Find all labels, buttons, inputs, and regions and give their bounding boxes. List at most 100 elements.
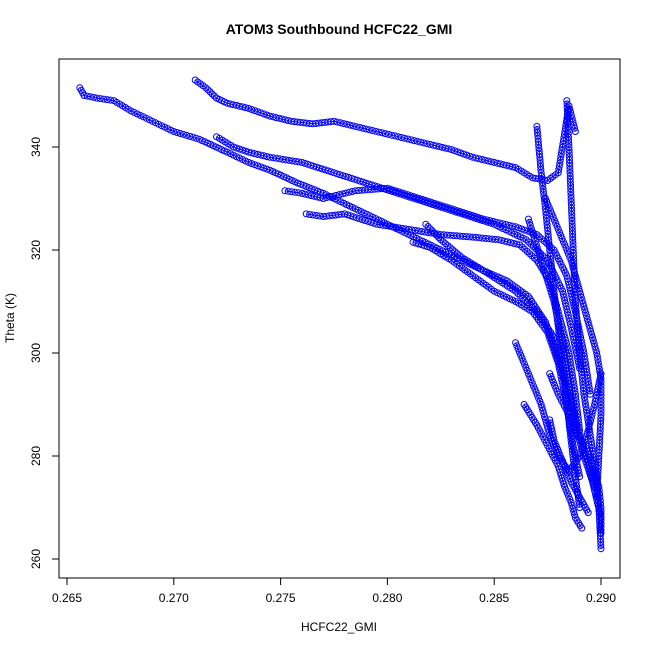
data-point	[183, 131, 191, 139]
data-point	[356, 123, 364, 131]
data-point	[563, 367, 571, 375]
data-point	[528, 379, 536, 387]
data-point	[546, 335, 554, 343]
data-point	[397, 134, 405, 141]
data-point	[569, 505, 577, 512]
data-point	[480, 215, 487, 223]
data-point	[561, 241, 569, 249]
data-point	[571, 288, 579, 296]
data-point	[565, 250, 572, 258]
data-point	[537, 169, 545, 177]
data-point	[589, 334, 596, 342]
data-point	[557, 153, 565, 161]
data-point	[559, 137, 567, 145]
data-point	[568, 399, 576, 407]
data-point	[556, 229, 564, 236]
data-point	[565, 377, 572, 385]
data-point	[562, 244, 570, 252]
data-point	[597, 542, 605, 549]
data-point	[523, 367, 531, 374]
data-point	[544, 279, 552, 286]
data-point	[556, 159, 564, 167]
data-point	[176, 130, 184, 137]
data-point	[587, 413, 595, 421]
data-point	[583, 368, 591, 376]
data-point	[107, 96, 115, 104]
data-point	[422, 220, 430, 228]
data-point	[582, 309, 590, 317]
data-point	[80, 92, 88, 99]
data-point	[444, 145, 452, 153]
data-point	[550, 343, 558, 351]
data-point	[563, 343, 571, 351]
data-point	[537, 256, 545, 264]
data-point	[526, 250, 534, 258]
data-point	[535, 394, 543, 402]
data-point	[546, 331, 554, 338]
data-point	[567, 437, 575, 445]
data-point	[545, 327, 553, 335]
data-point	[295, 189, 302, 197]
data-point	[596, 373, 604, 381]
data-point	[515, 348, 523, 356]
data-point	[590, 340, 598, 348]
data-point	[566, 162, 574, 170]
data-point	[342, 189, 350, 197]
data-point	[543, 321, 550, 329]
data-point	[597, 404, 605, 412]
data-point	[248, 160, 256, 168]
data-point	[537, 401, 545, 408]
data-point	[525, 218, 533, 226]
data-point	[594, 359, 602, 367]
data-point	[538, 235, 546, 243]
data-point	[578, 297, 586, 304]
data-point	[538, 172, 546, 180]
data-point	[526, 373, 534, 381]
data-point	[564, 126, 572, 134]
data-point	[563, 107, 571, 115]
data-point	[573, 403, 581, 411]
data-point	[316, 212, 324, 220]
data-point	[103, 96, 111, 104]
data-point	[594, 355, 602, 363]
data-point	[565, 136, 573, 144]
data-point	[569, 233, 577, 241]
data-point	[192, 134, 200, 142]
data-point	[394, 133, 402, 141]
chart-title: ATOM3 Southbound HCFC22_GMI	[226, 21, 453, 37]
data-point	[335, 191, 343, 199]
data-point	[568, 446, 576, 454]
data-point	[407, 136, 415, 144]
data-point	[524, 370, 532, 378]
data-point	[373, 220, 381, 228]
data-point	[330, 117, 338, 125]
data-point	[522, 363, 530, 371]
data-point	[566, 253, 574, 261]
data-point	[254, 162, 262, 170]
data-point	[414, 227, 422, 235]
data-point	[563, 103, 571, 111]
data-point	[550, 298, 558, 305]
data-point	[346, 121, 354, 129]
data-point	[576, 452, 584, 460]
data-point	[567, 256, 575, 264]
data-point	[535, 250, 543, 258]
data-point	[596, 493, 604, 501]
data-point	[567, 396, 575, 404]
data-point	[418, 228, 426, 235]
data-point	[340, 120, 348, 128]
data-point	[582, 365, 590, 373]
data-point	[569, 263, 577, 270]
data-point	[566, 166, 574, 173]
data-point	[569, 450, 577, 458]
data-point	[362, 125, 370, 133]
data-point	[389, 223, 397, 231]
data-point	[549, 340, 557, 348]
data-point	[565, 133, 572, 141]
data-point	[583, 312, 590, 320]
data-point	[564, 130, 572, 138]
data-point	[557, 150, 565, 158]
data-point	[420, 139, 428, 147]
data-point	[522, 236, 530, 244]
data-point	[586, 420, 594, 428]
